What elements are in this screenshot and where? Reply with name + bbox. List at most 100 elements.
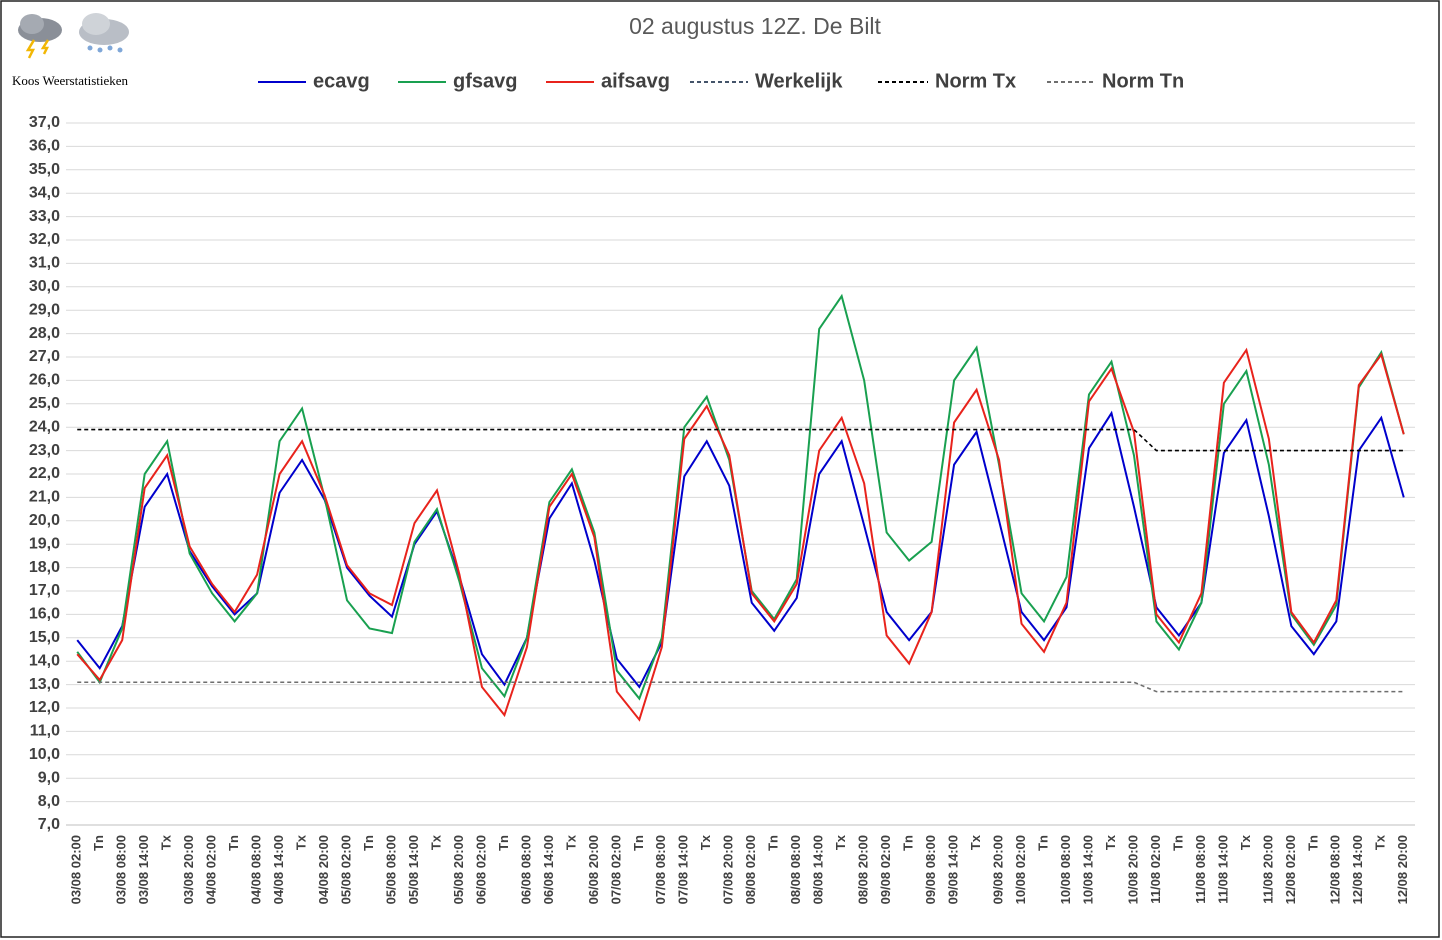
x-tick-label: 07/08 08:00: [653, 835, 668, 904]
x-tick-label: Tx: [1238, 834, 1253, 850]
x-tick-label: 07/08 14:00: [676, 835, 691, 904]
x-tick-label: Tx: [428, 834, 443, 850]
x-tick-label: 08/08 20:00: [856, 835, 871, 904]
x-tick-label: 08/08 02:00: [743, 835, 758, 904]
x-tick-label: 08/08 08:00: [788, 835, 803, 904]
legend-item: aifsavg: [546, 70, 670, 92]
y-tick-label: 10,0: [29, 746, 60, 763]
x-tick-label: Tx: [1103, 834, 1118, 850]
x-tick-label: 03/08 20:00: [181, 835, 196, 904]
legend-item: ecavg: [258, 70, 370, 92]
x-tick-label: 05/08 02:00: [338, 835, 353, 904]
y-tick-label: 35,0: [29, 161, 60, 178]
x-tick-label: 09/08 20:00: [990, 835, 1005, 904]
x-tick-label: Tx: [563, 834, 578, 850]
y-tick-label: 34,0: [29, 184, 60, 201]
x-tick-label: 10/08 08:00: [1058, 835, 1073, 904]
x-tick-label: 03/08 08:00: [114, 835, 129, 904]
x-tick-label: Tx: [833, 834, 848, 850]
x-tick-label: 11/08 08:00: [1193, 835, 1208, 904]
x-tick-label: 06/08 08:00: [518, 835, 533, 904]
y-tick-label: 23,0: [29, 442, 60, 459]
x-tick-label: 12/08 14:00: [1350, 835, 1365, 904]
y-tick-label: 20,0: [29, 512, 60, 529]
x-tick-label: Tn: [91, 835, 106, 851]
x-tick-label: 10/08 14:00: [1080, 835, 1095, 904]
y-tick-label: 36,0: [29, 138, 60, 155]
legend-label: Werkelijk: [755, 70, 843, 92]
x-tick-label: 11/08 20:00: [1260, 835, 1275, 904]
x-tick-label: Tx: [698, 834, 713, 850]
legend-item: Norm Tn: [1047, 70, 1184, 92]
y-tick-label: 24,0: [29, 418, 60, 435]
y-tick-label: 9,0: [38, 769, 60, 786]
y-tick-label: 15,0: [29, 629, 60, 646]
x-tick-label: Tx: [1373, 834, 1388, 850]
x-tick-label: 09/08 02:00: [878, 835, 893, 904]
y-tick-label: 31,0: [29, 255, 60, 272]
y-tick-label: 8,0: [38, 793, 60, 810]
x-tick-label: 03/08 02:00: [69, 835, 84, 904]
x-tick-label: 07/08 02:00: [608, 835, 623, 904]
y-tick-label: 27,0: [29, 348, 60, 365]
series-line: [76, 410, 1405, 689]
x-tick-label: 12/08 08:00: [1328, 835, 1343, 904]
x-tick-label: Tn: [226, 835, 241, 851]
x-tick-label: 04/08 14:00: [271, 835, 286, 904]
x-tick-label: Tn: [1305, 835, 1320, 851]
series-line: [76, 347, 1405, 722]
legend-label: aifsavg: [601, 70, 670, 92]
y-tick-label: 19,0: [29, 535, 60, 552]
source: Koos Weerstatistieken: [12, 73, 129, 88]
x-tick-label: 12/08 02:00: [1283, 835, 1298, 904]
x-tick-label: 06/08 02:00: [473, 835, 488, 904]
legend-label: gfsavg: [453, 70, 517, 92]
legend-item: Werkelijk: [690, 70, 843, 92]
x-tick-label: 05/08 08:00: [383, 835, 398, 904]
y-tick-label: 30,0: [29, 278, 60, 295]
x-tick-label: Tx: [159, 834, 174, 850]
x-tick-label: 06/08 14:00: [541, 835, 556, 904]
x-tick-label: Tn: [1170, 835, 1185, 851]
x-tick-label: Tn: [631, 835, 646, 851]
x-tick-label: 06/08 20:00: [586, 835, 601, 904]
legend-label: ecavg: [313, 70, 370, 92]
x-tick-label: Tx: [968, 834, 983, 850]
y-tick-label: 33,0: [29, 208, 60, 225]
x-tick-label: 11/08 14:00: [1215, 835, 1230, 904]
legend-label: Norm Tx: [935, 70, 1016, 92]
y-tick-label: 22,0: [29, 465, 60, 482]
y-tick-label: 25,0: [29, 395, 60, 412]
x-tick-label: 10/08 02:00: [1013, 835, 1028, 904]
x-tick-label: 03/08 14:00: [136, 835, 151, 904]
y-tick-label: 28,0: [29, 325, 60, 342]
x-tick-label: Tn: [901, 835, 916, 851]
legend-item: gfsavg: [398, 70, 517, 92]
y-tick-label: 32,0: [29, 231, 60, 248]
x-tick-label: 08/08 14:00: [811, 835, 826, 904]
x-tick-label: 04/08 20:00: [316, 835, 331, 904]
y-tick-label: 37,0: [29, 114, 60, 131]
x-tick-label: Tx: [294, 834, 309, 850]
y-tick-label: 12,0: [29, 699, 60, 716]
series-line: [77, 681, 1404, 693]
legend-label: Norm Tn: [1102, 70, 1184, 92]
y-tick-label: 26,0: [29, 372, 60, 389]
x-tick-label: 10/08 20:00: [1125, 835, 1140, 904]
x-tick-label: Tn: [766, 835, 781, 851]
x-tick-label: Tn: [361, 835, 376, 851]
y-tick-label: 13,0: [29, 676, 60, 693]
x-tick-label: 11/08 02:00: [1148, 835, 1163, 904]
x-tick-label: 04/08 08:00: [249, 835, 264, 904]
x-tick-label: 07/08 20:00: [721, 835, 736, 904]
weather-icons: [18, 13, 129, 59]
y-tick-label: 14,0: [29, 652, 60, 669]
x-tick-label: 05/08 14:00: [406, 835, 421, 904]
x-tick-label: Tn: [1035, 835, 1050, 851]
y-tick-label: 21,0: [29, 489, 60, 506]
series-line: [77, 428, 1404, 452]
x-tick-label: 12/08 20:00: [1395, 835, 1410, 904]
legend-item: Norm Tx: [878, 70, 1016, 92]
x-tick-label: Tn: [496, 835, 511, 851]
